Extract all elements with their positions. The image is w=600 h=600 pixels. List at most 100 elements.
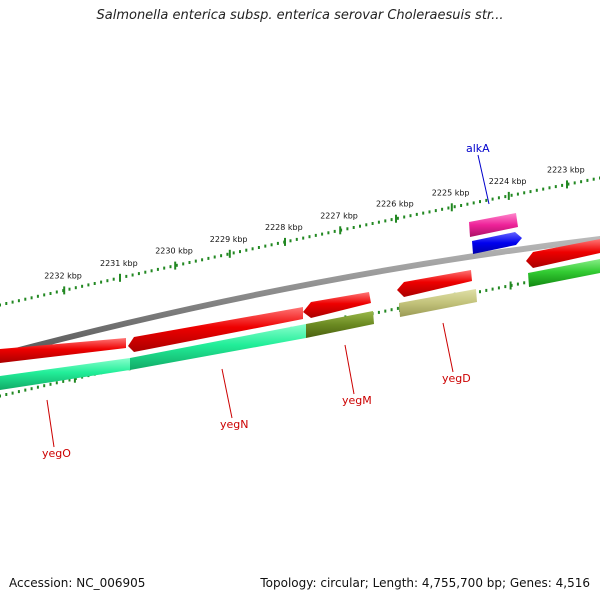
major-tick [73, 374, 76, 383]
minor-tick [0, 303, 1, 307]
tick-label: 2232 kbp [44, 271, 82, 280]
minor-tick [49, 382, 52, 386]
minor-tick [346, 227, 349, 231]
minor-tick [510, 193, 513, 197]
tick-label: 2226 kbp [376, 200, 414, 209]
gene-label-yegm: yegM [342, 394, 372, 407]
gene-label-yegn: yegN [220, 418, 249, 431]
minor-tick [36, 294, 39, 298]
minor-tick [479, 200, 481, 204]
minor-tick [542, 187, 545, 191]
minor-tick [327, 231, 330, 235]
gene-label-yego: yegO [42, 447, 71, 460]
cds-yegd-forward[interactable] [397, 270, 472, 297]
cds-right-forward[interactable] [526, 239, 600, 268]
minor-tick [194, 259, 197, 263]
genome-backbone [0, 236, 600, 358]
minor-tick [516, 282, 519, 286]
minor-tick [257, 246, 260, 249]
cds-yegn-reverse [130, 324, 306, 370]
minor-tick [207, 256, 210, 260]
minor-tick [11, 300, 14, 304]
minor-tick [371, 222, 374, 225]
minor-tick [270, 243, 273, 247]
cds-yego-reverse [0, 358, 130, 390]
minor-tick [352, 226, 355, 229]
major-tick [450, 203, 453, 212]
minor-tick [245, 248, 248, 252]
minor-tick [43, 293, 46, 297]
minor-tick [81, 284, 84, 288]
cds-yegm-reverse [306, 311, 374, 338]
major-tick [174, 261, 177, 270]
minor-tick [422, 211, 425, 215]
minor-tick [226, 252, 229, 256]
minor-tick [112, 277, 115, 281]
minor-tick [415, 212, 418, 216]
minor-tick [87, 283, 90, 287]
minor-tick [11, 391, 14, 395]
minor-tick [497, 196, 500, 200]
minor-tick [561, 183, 564, 187]
minor-tick [36, 385, 39, 389]
minor-tick [497, 286, 500, 290]
minor-tick [409, 214, 412, 218]
minor-tick [504, 285, 507, 289]
minor-tick [485, 288, 488, 292]
minor-tick [213, 255, 216, 259]
minor-tick [453, 205, 456, 209]
cds-alka-inner[interactable] [472, 232, 522, 254]
cds-yegd-reverse [399, 289, 477, 317]
minor-tick [100, 280, 103, 284]
callout-line-yego [46, 399, 55, 448]
minor-tick [302, 236, 305, 240]
minor-tick [24, 297, 27, 301]
map-title: Salmonella enterica subsp. enterica sero… [96, 8, 504, 23]
minor-tick [150, 269, 153, 273]
minor-tick [485, 198, 488, 202]
minor-tick [535, 188, 538, 192]
minor-tick [156, 267, 159, 271]
cds-yego-forward[interactable] [0, 338, 126, 363]
tick-label: 2230 kbp [155, 247, 193, 256]
minor-tick [74, 286, 77, 290]
minor-tick [447, 206, 450, 210]
minor-tick [17, 299, 20, 303]
kbp-scale-ring: 2223 kbp 2224 kbp 2225 kbp 2226 kbp 2227 kbp… [0, 165, 600, 307]
cds-alka-outer[interactable] [469, 213, 518, 237]
minor-tick [580, 180, 583, 184]
major-tick [284, 237, 286, 246]
minor-tick [106, 279, 109, 283]
major-tick [119, 273, 121, 282]
minor-tick [573, 181, 576, 185]
tick-label: 2225 kbp [432, 188, 470, 197]
minor-tick [264, 244, 267, 248]
minor-tick [403, 215, 406, 219]
minor-tick [321, 232, 324, 236]
minor-tick [314, 233, 317, 237]
minor-tick [504, 195, 507, 199]
cds-yegn-forward[interactable] [128, 307, 303, 352]
minor-tick [239, 250, 241, 254]
major-tick [507, 191, 510, 200]
minor-tick [125, 274, 128, 278]
minor-tick [441, 207, 444, 211]
major-tick [509, 281, 512, 290]
minor-tick [295, 237, 298, 241]
minor-tick [523, 281, 526, 285]
tick-label: 2223 kbp [547, 165, 585, 174]
minor-tick [472, 201, 475, 205]
callout-line-yegm [344, 344, 355, 395]
callout-line-yegn [221, 368, 233, 419]
minor-tick [516, 192, 519, 196]
minor-tick [62, 289, 65, 293]
minor-tick [460, 204, 463, 207]
minor-tick [523, 191, 526, 195]
minor-tick [333, 229, 336, 233]
minor-tick [434, 209, 437, 213]
cds-yegm-forward[interactable] [303, 292, 371, 318]
topology-label: Topology: circular; Length: 4,755,700 bp… [260, 576, 590, 590]
minor-tick [548, 186, 551, 190]
tick-label: 2231 kbp [100, 259, 138, 268]
tick-label: 2224 kbp [489, 177, 527, 186]
